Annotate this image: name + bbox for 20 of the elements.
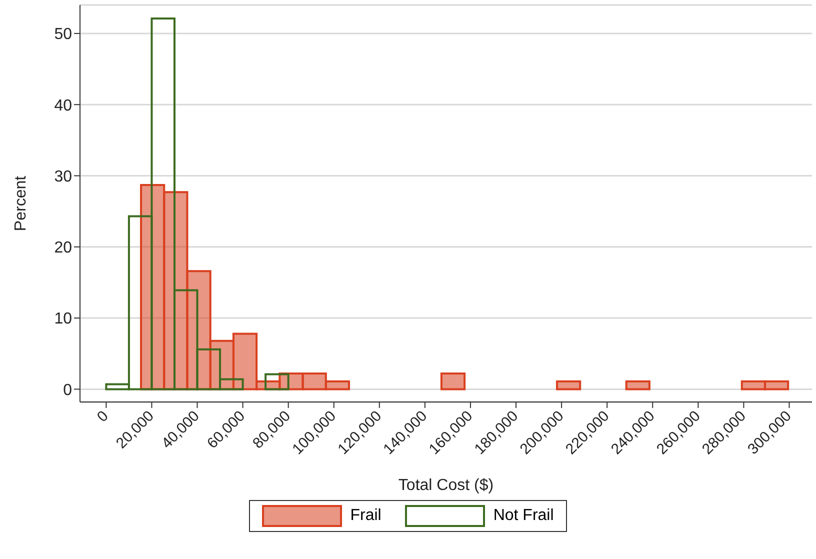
y-tick-label: 40 bbox=[54, 97, 72, 114]
bar bbox=[264, 373, 290, 390]
bar bbox=[740, 380, 766, 390]
y-tick-label: 30 bbox=[54, 168, 72, 186]
bar bbox=[625, 380, 650, 390]
y-tick-label: 20 bbox=[54, 240, 72, 257]
x-axis-title: Total Cost ($) bbox=[398, 477, 494, 494]
legend-label: Not Frail bbox=[493, 507, 554, 525]
y-axis-title: Percent bbox=[12, 175, 30, 232]
bar bbox=[302, 372, 327, 390]
bar bbox=[764, 380, 790, 390]
x-tick-label: 0 bbox=[94, 408, 112, 426]
y-tick-label: 50 bbox=[54, 26, 72, 44]
bar bbox=[440, 372, 466, 390]
legend-label: Frail bbox=[350, 507, 382, 525]
bar bbox=[232, 332, 258, 390]
bar bbox=[556, 380, 582, 390]
bar bbox=[324, 380, 350, 390]
y-tick-label: 0 bbox=[63, 382, 72, 399]
y-tick-label: 10 bbox=[54, 310, 72, 328]
